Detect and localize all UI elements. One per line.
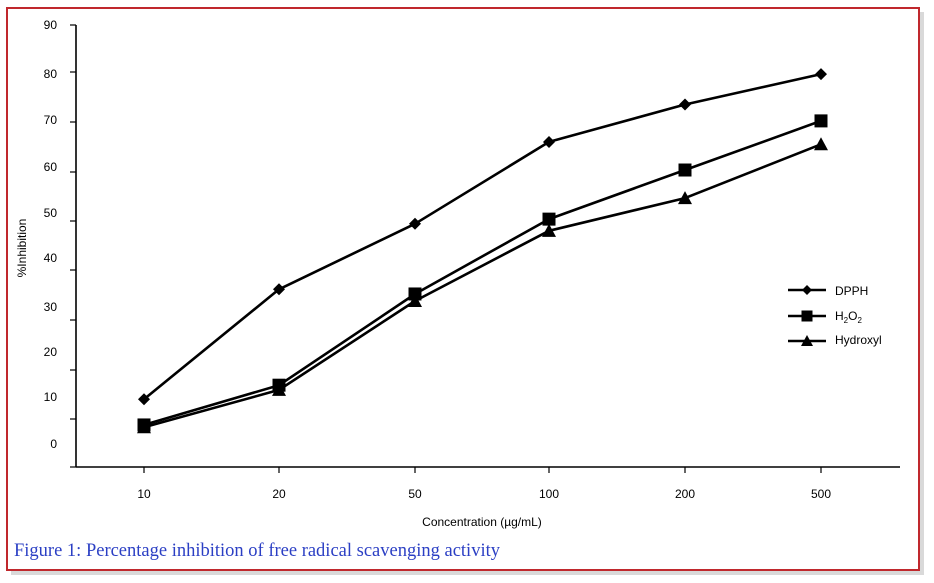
x-axis-title: Concentration (µg/mL) (422, 515, 542, 529)
y-tick-label: 10 (44, 390, 58, 404)
legend-label-h2o2: H2O2 (835, 309, 862, 325)
data-point-hydroxyl (678, 191, 692, 205)
legend-marker-hydroxyl (801, 335, 813, 346)
x-tick-label: 500 (811, 487, 831, 501)
data-point-dpph (138, 393, 150, 406)
data-point-hydroxyl (814, 137, 828, 151)
data-point-h2o2 (542, 212, 556, 226)
data-point-hydroxyl (137, 420, 151, 434)
frame-shadow-bottom (11, 571, 924, 575)
y-tick-label: 60 (44, 160, 58, 174)
data-point-h2o2 (814, 114, 828, 128)
legend-label-h2o2-h: H (835, 309, 844, 323)
data-point-hydroxyl (542, 223, 556, 237)
data-point-h2o2 (408, 287, 422, 301)
data-point-dpph (815, 68, 827, 81)
data-point-h2o2 (678, 163, 692, 177)
x-tick-label: 10 (137, 487, 151, 501)
data-point-dpph (273, 283, 285, 296)
legend-label-dpph: DPPH (835, 284, 868, 298)
data-point-dpph (543, 135, 555, 148)
figure-frame (6, 7, 920, 571)
series-layer (137, 68, 828, 434)
y-tick-label: 40 (44, 251, 58, 265)
x-tick-label: 20 (272, 487, 286, 501)
legend-marker-dpph (802, 285, 812, 295)
y-axis-title: %Inhibition (15, 219, 29, 278)
legend-label-h2o2-o: O (848, 309, 857, 323)
legend-label-hydroxyl: Hydroxyl (835, 333, 882, 347)
y-tick-label: 20 (44, 345, 58, 359)
series-line-dpph (143, 72, 822, 401)
y-tick-label: 50 (44, 206, 58, 220)
legend-marker-h2o2 (801, 310, 813, 322)
data-point-hydroxyl (272, 382, 286, 396)
figure-caption: Figure 1: Percentage inhibition of free … (14, 541, 500, 561)
x-tick-label: 200 (675, 487, 695, 501)
data-point-hydroxyl (408, 293, 422, 307)
y-tick-label: 0 (50, 437, 57, 451)
series-line-hydroxyl (143, 143, 822, 429)
y-tick-label: 90 (44, 18, 58, 32)
x-tick-label: 50 (408, 487, 422, 501)
series-line-h2o2 (143, 119, 822, 427)
y-tick-label: 70 (44, 113, 58, 127)
y-tick-label: 80 (44, 67, 58, 81)
y-tick-label: 30 (44, 300, 58, 314)
frame-shadow-right (920, 12, 924, 573)
legend: DPPH H2O2 Hydroxyl (788, 284, 882, 347)
legend-label-h2o2-sub1: 2 (844, 316, 849, 325)
data-point-dpph (679, 98, 691, 111)
x-tick-label: 100 (539, 487, 559, 501)
legend-label-h2o2-sub2: 2 (857, 316, 862, 325)
data-point-dpph (409, 217, 421, 230)
